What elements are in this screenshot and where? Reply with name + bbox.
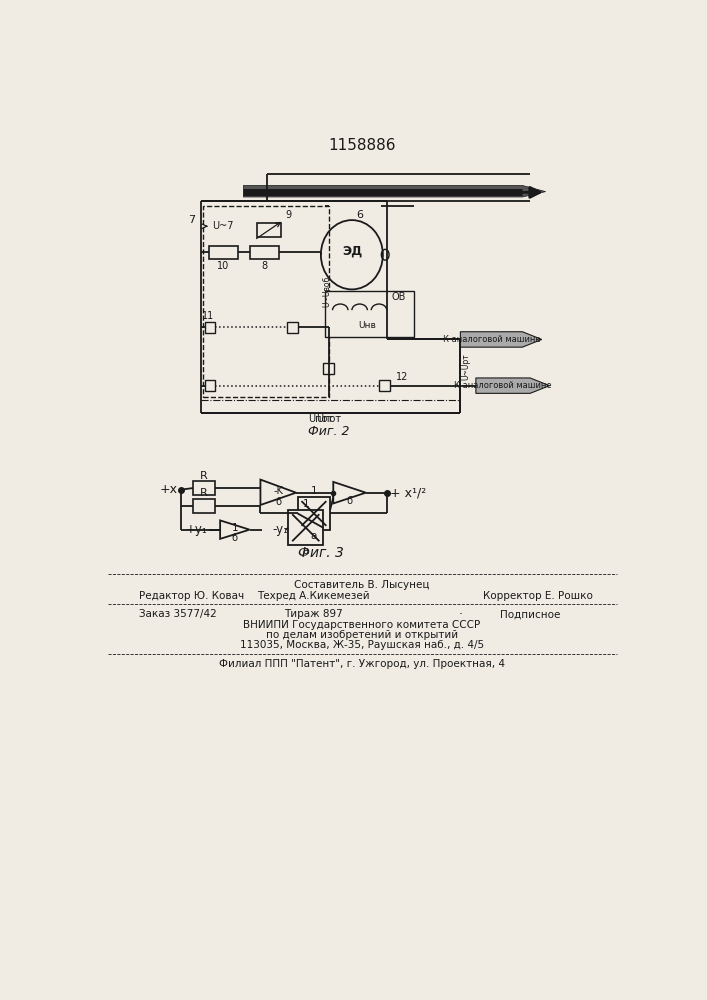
Text: +x: +x (159, 483, 177, 496)
Text: Подписное: Подписное (500, 609, 561, 619)
Text: Техред А.Кикемезей: Техред А.Кикемезей (257, 591, 370, 601)
Text: Uнв: Uнв (358, 321, 376, 330)
Text: Корректор Е. Рошко: Корректор Е. Рошко (483, 591, 592, 601)
Bar (323, 363, 334, 374)
Text: 1: 1 (303, 499, 309, 509)
Text: а: а (310, 531, 317, 541)
Text: 12: 12 (396, 372, 409, 382)
Polygon shape (260, 480, 296, 505)
Bar (250, 246, 279, 259)
Text: Составитель В. Лысунец: Составитель В. Лысунец (294, 580, 430, 590)
Text: 6: 6 (356, 210, 363, 220)
Text: ВНИИПИ Государственного комитета СССР: ВНИИПИ Государственного комитета СССР (243, 620, 481, 630)
Text: К аналоговой машине: К аналоговой машине (454, 381, 551, 390)
Text: Заказ 3577/42: Заказ 3577/42 (139, 609, 216, 619)
Text: -K: -K (274, 486, 284, 496)
Text: Фиг. 3: Фиг. 3 (298, 546, 344, 560)
Text: 10: 10 (217, 261, 229, 271)
Bar (298, 497, 330, 530)
Bar (204, 322, 216, 333)
Text: U~7: U~7 (212, 221, 234, 231)
Text: Uпот: Uпот (316, 414, 341, 424)
Polygon shape (220, 520, 250, 539)
Text: К аналоговой машине: К аналоговой машине (443, 335, 540, 344)
Bar (379, 380, 390, 391)
Bar (257, 223, 281, 237)
Bar (325, 291, 414, 337)
Bar (203, 206, 329, 397)
Text: ЭД: ЭД (341, 244, 362, 257)
Text: 113035, Москва, Ж-35, Раушская наб., д. 4/5: 113035, Москва, Ж-35, Раушская наб., д. … (240, 640, 484, 650)
Bar (288, 510, 323, 545)
Text: б: б (232, 533, 238, 543)
Bar (204, 380, 216, 391)
Text: Редактор Ю. Ковач: Редактор Ю. Ковач (139, 591, 244, 601)
Text: Тираж 897: Тираж 897 (284, 609, 342, 619)
Bar (193, 499, 215, 513)
Bar (193, 481, 215, 495)
Text: 1158886: 1158886 (328, 138, 396, 153)
Polygon shape (460, 332, 542, 347)
Text: -y₁: -y₁ (272, 523, 288, 536)
Text: U~Upт: U~Upт (461, 353, 470, 380)
Bar (209, 246, 238, 259)
Text: Фиг. 2: Фиг. 2 (308, 425, 349, 438)
Text: 8: 8 (262, 261, 267, 271)
Text: по делам изобретений и открытий: по делам изобретений и открытий (266, 630, 458, 640)
Polygon shape (333, 482, 366, 503)
Text: б: б (346, 496, 353, 506)
Text: 9: 9 (285, 210, 291, 220)
Text: ·: · (458, 608, 462, 621)
Text: 1: 1 (231, 523, 238, 533)
Text: 1: 1 (310, 486, 317, 496)
Text: б: б (275, 497, 281, 507)
Polygon shape (476, 378, 549, 393)
Text: а: а (303, 546, 309, 556)
Text: R: R (200, 488, 208, 498)
Text: R: R (200, 471, 208, 481)
Text: Uпот: Uпот (308, 414, 334, 424)
Text: U~Uвоб: U~Uвоб (322, 275, 332, 307)
Text: 7: 7 (188, 215, 195, 225)
Bar (287, 322, 298, 333)
Polygon shape (243, 185, 546, 197)
Text: +y₁: +y₁ (186, 523, 208, 536)
Text: ОВ: ОВ (391, 292, 406, 302)
Text: 11: 11 (202, 311, 215, 321)
Text: Филиал ППП "Патент", г. Ужгород, ул. Проектная, 4: Филиал ППП "Патент", г. Ужгород, ул. Про… (219, 659, 505, 669)
Text: + x¹/²: + x¹/² (390, 486, 426, 499)
